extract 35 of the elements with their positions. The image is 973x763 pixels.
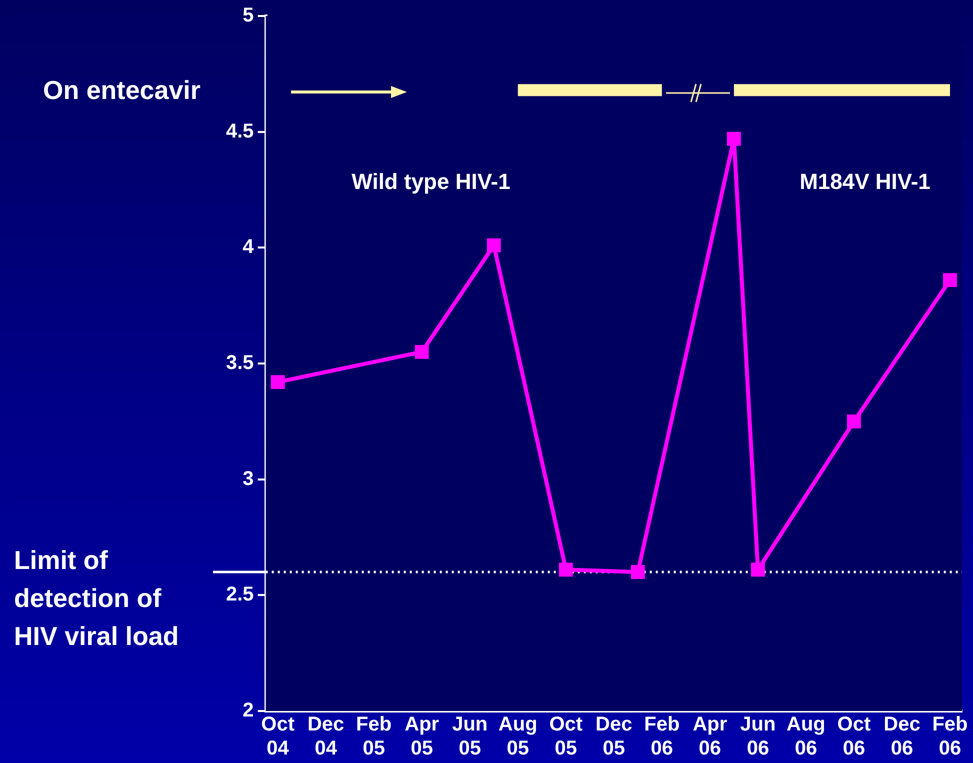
point <box>750 562 765 577</box>
point <box>630 565 645 579</box>
y-tick-label: 3 <box>242 468 254 490</box>
x-tick-label: Apr 06 <box>692 714 728 760</box>
point <box>558 562 573 577</box>
point <box>847 414 861 428</box>
x-tick-label: Feb 06 <box>932 714 968 760</box>
legend-label: Limit of detection of HIV viral load <box>14 545 179 652</box>
x-tick-label: Dec 05 <box>596 714 632 760</box>
point <box>486 238 501 252</box>
x-tick-label: Feb 05 <box>356 714 392 760</box>
x-tick-label: Aug 06 <box>786 714 826 760</box>
x-tick-label: Dec 04 <box>307 714 344 760</box>
y-tick-label: 5 <box>242 4 254 27</box>
annotation: M184V HIV-1 <box>800 169 930 194</box>
y-tick-label: 2.5 <box>226 584 254 606</box>
y-tick-label: 4.5 <box>226 120 254 142</box>
x-tick-label: Jun 05 <box>452 714 488 760</box>
x-tick-label: Oct 06 <box>837 714 871 760</box>
x-tick-label: Oct 04 <box>261 714 295 760</box>
text: On entecavir <box>43 75 201 106</box>
point <box>943 273 957 288</box>
y-tick-label: 4 <box>242 236 255 258</box>
x-tick-label: Jun 06 <box>740 714 776 760</box>
annotation: Wild type HIV-1 <box>352 169 510 194</box>
y-tick-label: 2 <box>242 700 254 722</box>
point <box>414 344 429 359</box>
x-tick-label: Apr 05 <box>404 714 440 760</box>
x-tick-label: Aug 05 <box>498 714 538 760</box>
point <box>270 375 285 389</box>
x-tick-label: Oct 05 <box>549 714 583 760</box>
x-tick-label: Dec 06 <box>884 714 920 760</box>
y-tick-label: 3.5 <box>226 352 254 374</box>
point <box>726 132 741 146</box>
x-tick-label: Feb 06 <box>644 714 680 760</box>
